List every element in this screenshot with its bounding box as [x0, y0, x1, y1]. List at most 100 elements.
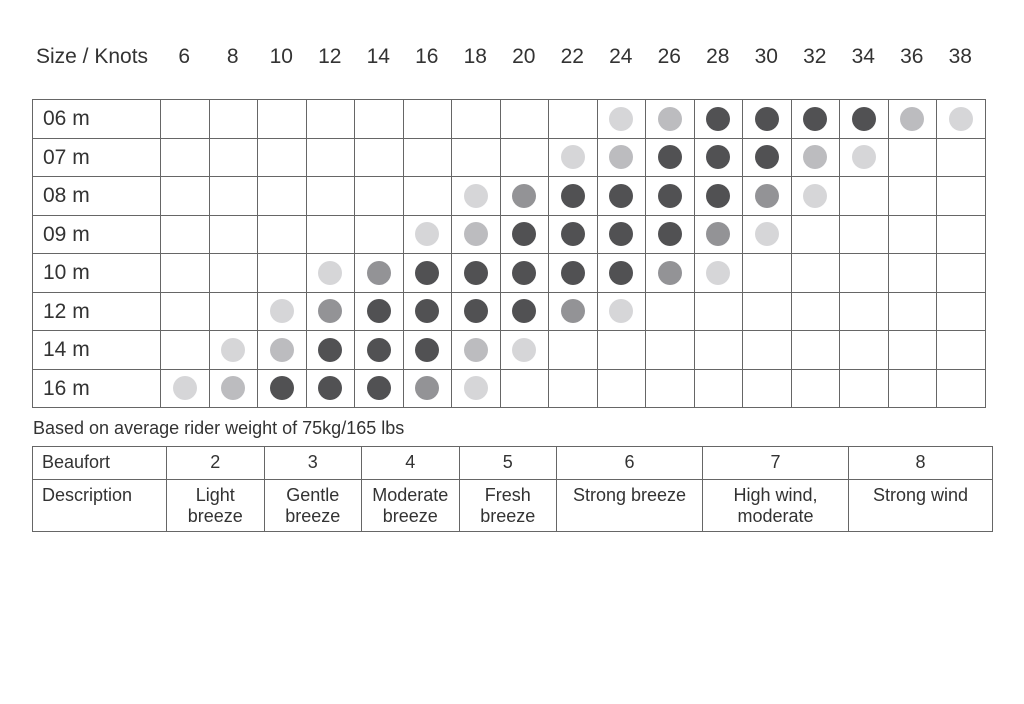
grid-cell [694, 215, 743, 254]
description-cell: Fresh breeze [459, 480, 557, 532]
grid-cell [646, 215, 695, 254]
beaufort-force: 5 [502, 452, 513, 472]
grid-cell [355, 100, 404, 139]
grid-cell [597, 254, 646, 293]
grid-cell [597, 292, 646, 331]
suitability-dot-level-4 [803, 106, 828, 131]
grid-cell [694, 331, 743, 370]
grid-cell [452, 254, 501, 293]
table-row: 16 m [33, 369, 986, 408]
grid-cell [306, 254, 355, 293]
grid-cell [355, 138, 404, 177]
grid-cell [840, 331, 889, 370]
suitability-dot-level-1 [609, 299, 634, 324]
suitability-dot-level-3 [754, 183, 779, 208]
grid-cell [500, 100, 549, 139]
grid-cell [549, 215, 598, 254]
suitability-dot-level-4 [609, 183, 634, 208]
grid-cell [355, 177, 404, 216]
beaufort-table: Beaufort 2 3 4 5 6 7 8 Description Light breeze Gen… [32, 446, 993, 532]
knot-header-22: 22 [560, 45, 584, 68]
table-row: 08 m [33, 177, 986, 216]
grid-cell [452, 331, 501, 370]
suitability-dot-level-2 [269, 337, 294, 362]
grid-cell [452, 100, 501, 139]
grid-cell [840, 138, 889, 177]
size-wind-grid: 06 m 07 m 08 m 09 m 10 m 12 m 14 m 16 m [32, 99, 986, 408]
grid-cell [937, 331, 986, 370]
suitability-dot-level-4 [463, 260, 488, 285]
grid-cell [258, 138, 307, 177]
wind-description-line: moderate [737, 506, 814, 526]
grid-cell [937, 177, 986, 216]
suitability-dot-level-3 [657, 260, 682, 285]
description-cell: Strong breeze [557, 480, 703, 532]
size-label: 14 m [33, 331, 161, 370]
suitability-dot-level-1 [221, 337, 246, 362]
suitability-dot-level-4 [366, 337, 391, 362]
suitability-dot-level-1 [560, 145, 585, 170]
grid-cell [209, 331, 258, 370]
knot-header-16: 16 [415, 45, 439, 68]
table-row: 10 m [33, 254, 986, 293]
wind-description-line: Light [195, 485, 235, 505]
grid-cell [161, 369, 210, 408]
suitability-dot-level-1 [803, 183, 828, 208]
knot-header-18: 18 [463, 45, 487, 68]
grid-cell [840, 100, 889, 139]
size-label: 08 m [33, 177, 161, 216]
suitability-dot-level-4 [269, 376, 294, 401]
suitability-dot-level-4 [657, 183, 682, 208]
grid-cell [694, 292, 743, 331]
suitability-dot-level-3 [366, 260, 391, 285]
force-row-label: Beaufort [33, 447, 167, 480]
grid-cell [161, 215, 210, 254]
grid-cell [743, 138, 792, 177]
grid-cell [306, 138, 355, 177]
grid-cell [549, 292, 598, 331]
knot-header-28: 28 [706, 45, 730, 68]
grid-cell [840, 177, 889, 216]
suitability-dot-level-2 [609, 145, 634, 170]
grid-cell [500, 215, 549, 254]
beaufort-force: 8 [915, 452, 926, 472]
suitability-dot-level-4 [657, 222, 682, 247]
grid-cell [694, 254, 743, 293]
grid-cell [209, 215, 258, 254]
wind-description-line: Moderate [372, 485, 449, 505]
grid-cell [743, 331, 792, 370]
force-cell: 7 [703, 447, 849, 480]
grid-cell [743, 369, 792, 408]
size-label: 09 m [33, 215, 161, 254]
suitability-dot-level-4 [851, 106, 876, 131]
suitability-dot-level-2 [463, 337, 488, 362]
force-cell: 3 [264, 447, 362, 480]
description-row-label: Description [33, 480, 167, 532]
grid-cell [888, 254, 937, 293]
grid-cell [306, 100, 355, 139]
knot-header-6: 6 [178, 45, 191, 68]
grid-cell [888, 331, 937, 370]
size-label: 12 m [33, 292, 161, 331]
grid-cell [791, 138, 840, 177]
grid-cell [791, 100, 840, 139]
grid-cell [549, 138, 598, 177]
grid-cell [500, 138, 549, 177]
grid-cell [694, 138, 743, 177]
grid-cell [258, 292, 307, 331]
suitability-dot-level-2 [657, 106, 682, 131]
suitability-dot-level-1 [948, 106, 973, 131]
grid-cell [258, 331, 307, 370]
knot-header-12: 12 [318, 45, 342, 68]
description-cell: Gentle breeze [264, 480, 362, 532]
wind-description-line: Strong wind [872, 485, 969, 505]
grid-cell [597, 100, 646, 139]
grid-cell [791, 215, 840, 254]
grid-cell [258, 177, 307, 216]
knot-header-36: 36 [900, 45, 924, 68]
suitability-dot-level-4 [754, 145, 779, 170]
grid-cell [888, 138, 937, 177]
rider-weight-note: Based on average rider weight of 75kg/16… [33, 418, 405, 438]
grid-cell [888, 177, 937, 216]
force-cell: 2 [167, 447, 265, 480]
